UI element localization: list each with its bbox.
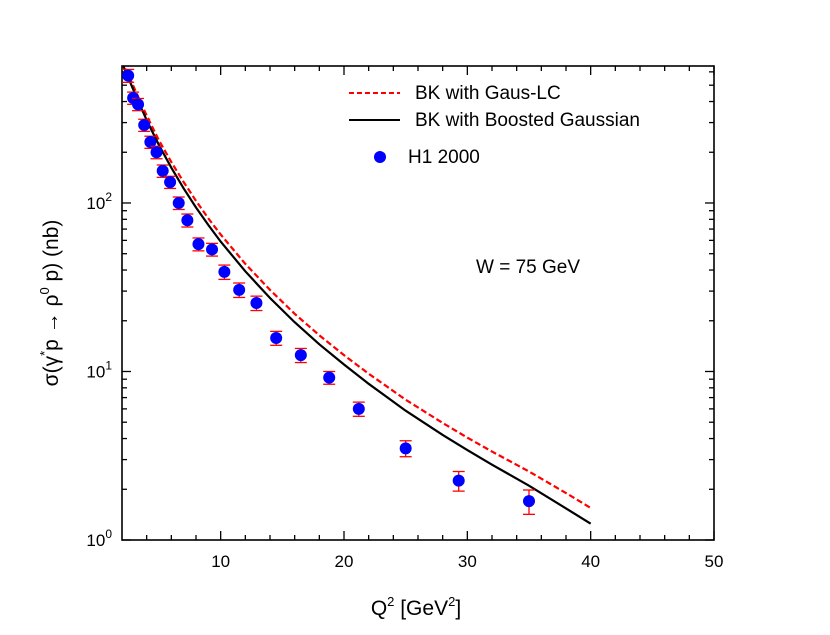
- tick-labels: 10 20 30 40 50 100 101 102: [86, 190, 723, 571]
- data-point: [523, 489, 535, 515]
- data-point: [452, 470, 465, 492]
- x-axis-title: Q2 [GeV2]: [371, 594, 461, 620]
- data-marker: [250, 296, 263, 309]
- data-marker: [523, 495, 535, 508]
- x-tick-label: 50: [705, 552, 724, 571]
- data-marker: [150, 146, 163, 159]
- legend-label-h1: H1 2000: [408, 147, 480, 168]
- y-tick-label: 101: [86, 358, 112, 381]
- data-points: [122, 68, 535, 515]
- data-marker: [138, 119, 151, 132]
- data-point: [250, 295, 263, 312]
- x-tick-label: 40: [581, 552, 600, 571]
- legend-marker-h1: [374, 151, 386, 163]
- data-marker: [181, 214, 194, 227]
- data-point: [294, 347, 307, 364]
- data-point: [218, 264, 231, 281]
- x-tick-label: 30: [458, 552, 477, 571]
- data-marker: [323, 371, 336, 384]
- plot-frame: [121, 65, 715, 541]
- data-point: [233, 282, 246, 299]
- data-marker: [206, 243, 219, 256]
- x-tick-label: 20: [335, 552, 354, 571]
- y-tick-label: 100: [86, 527, 112, 550]
- data-point: [181, 213, 194, 228]
- model-curves: [122, 66, 592, 525]
- annotation-w: W = 75 GeV: [476, 257, 580, 278]
- data-marker: [172, 196, 185, 209]
- data-marker: [132, 98, 145, 111]
- data-marker: [399, 442, 412, 455]
- data-point: [323, 370, 336, 385]
- curve-gaus-lc: [123, 66, 592, 509]
- data-point: [192, 237, 205, 252]
- data-point: [138, 118, 151, 133]
- data-marker: [218, 265, 231, 278]
- legend-label-gaus-lc: BK with Gaus-LC: [415, 83, 561, 104]
- data-marker: [156, 164, 169, 177]
- data-point: [164, 175, 177, 190]
- data-point: [132, 97, 145, 112]
- data-marker: [164, 176, 177, 189]
- legend: BK with Gaus-LC BK with Boosted Gaussian…: [349, 83, 640, 168]
- data-point: [352, 401, 365, 417]
- data-marker: [294, 349, 307, 362]
- data-point: [150, 145, 163, 160]
- data-marker: [352, 402, 365, 415]
- data-point: [270, 330, 283, 346]
- curve-boosted-gaussian: [122, 66, 592, 525]
- data-marker: [122, 69, 135, 82]
- y-axis-title: σ(γ*p → ρ0 p) (nb): [37, 220, 63, 387]
- data-point: [156, 164, 169, 178]
- data-marker: [144, 136, 157, 149]
- y-tick-label: 102: [86, 190, 112, 213]
- data-point: [172, 196, 185, 211]
- axis-ticks: [122, 66, 715, 541]
- data-marker: [233, 283, 246, 296]
- x-tick-label: 10: [211, 552, 230, 571]
- data-marker: [452, 474, 465, 487]
- data-marker: [270, 332, 283, 345]
- data-point: [122, 68, 135, 83]
- data-marker: [192, 238, 205, 251]
- legend-label-boosted-gaussian: BK with Boosted Gaussian: [415, 110, 640, 131]
- data-point: [399, 440, 412, 458]
- data-point: [206, 242, 219, 257]
